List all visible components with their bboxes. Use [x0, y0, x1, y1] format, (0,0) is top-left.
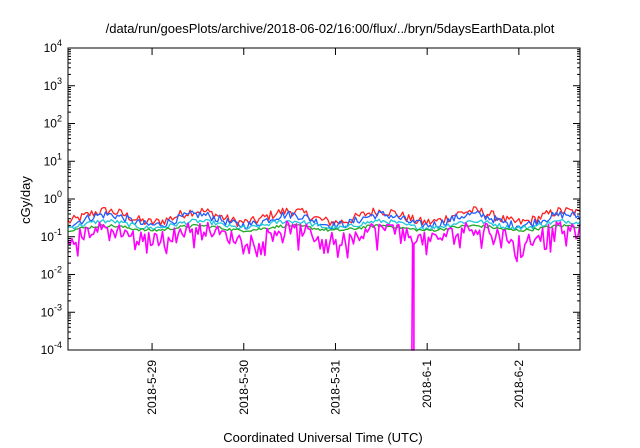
ticks-layer: 104 103 102 101 100 10-1 10-2 10-3 10-4 2018-5-29… [41, 38, 580, 415]
y-tick-label: 102 [44, 114, 62, 131]
x-tick-label: 2018-6-1 [420, 360, 434, 408]
series-line [67, 223, 581, 233]
y-tick-label: 101 [44, 151, 62, 168]
x-tick-label: 2018-5-31 [328, 360, 342, 415]
y-tick-label: 104 [44, 38, 62, 55]
series-line [67, 220, 581, 351]
y-tick-label: 10-1 [41, 227, 62, 244]
x-tick-label: 2018-5-30 [237, 360, 251, 415]
y-tick-label: 10-3 [41, 302, 62, 319]
series-line [67, 210, 581, 230]
y-tick-label: 10-4 [41, 340, 62, 357]
x-tick-label: 2018-5-29 [145, 360, 159, 415]
y-tick-label: 103 [44, 76, 62, 93]
y-axis-label: cGy/day [18, 176, 33, 224]
series-line [67, 206, 581, 228]
x-tick-label: 2018-6-2 [512, 360, 526, 408]
chart-title: /data/run/goesPlots/archive/2018-06-02/1… [106, 21, 555, 36]
y-tick-label: 100 [44, 189, 62, 206]
y-tick-label: 10-2 [41, 265, 62, 282]
series-layer [67, 206, 581, 351]
series-line [67, 218, 581, 231]
x-axis-label: Coordinated Universal Time (UTC) [223, 430, 422, 445]
plot-frame [67, 47, 581, 351]
